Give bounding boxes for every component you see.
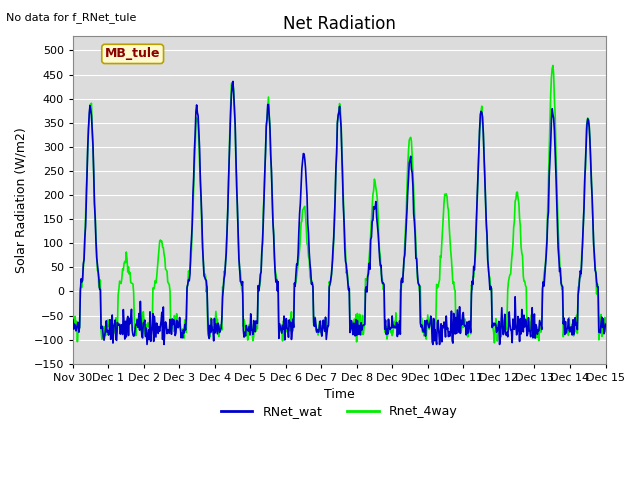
X-axis label: Time: Time xyxy=(324,388,355,401)
RNet_wat xyxy=(216,326,224,332)
Rnet_4way xyxy=(602,329,609,335)
RNet_wat xyxy=(421,318,429,324)
Text: MB_tule: MB_tule xyxy=(105,48,161,60)
Rnet_4way xyxy=(134,321,141,326)
Text: No data for f_RNet_tule: No data for f_RNet_tule xyxy=(6,12,137,23)
Legend: RNet_wat, Rnet_4way: RNet_wat, Rnet_4way xyxy=(216,400,462,423)
Rnet_4way xyxy=(216,327,223,333)
RNet_wat xyxy=(229,79,237,84)
Y-axis label: Solar Radiation (W/m2): Solar Radiation (W/m2) xyxy=(15,127,28,273)
Rnet_4way xyxy=(549,62,557,68)
Rnet_4way xyxy=(404,163,412,168)
Rnet_4way xyxy=(490,340,498,346)
Title: Net Radiation: Net Radiation xyxy=(283,15,396,33)
Rnet_4way xyxy=(79,275,86,280)
Rnet_4way xyxy=(69,325,77,331)
Rnet_4way xyxy=(419,325,427,331)
RNet_wat xyxy=(143,342,151,348)
RNet_wat xyxy=(188,222,196,228)
RNet_wat xyxy=(405,160,413,166)
Line: Rnet_4way: Rnet_4way xyxy=(73,65,605,343)
RNet_wat xyxy=(602,321,609,327)
RNet_wat xyxy=(79,277,86,283)
RNet_wat xyxy=(69,317,77,323)
Line: RNet_wat: RNet_wat xyxy=(73,82,605,345)
Rnet_4way xyxy=(188,247,195,252)
RNet_wat xyxy=(134,317,141,323)
